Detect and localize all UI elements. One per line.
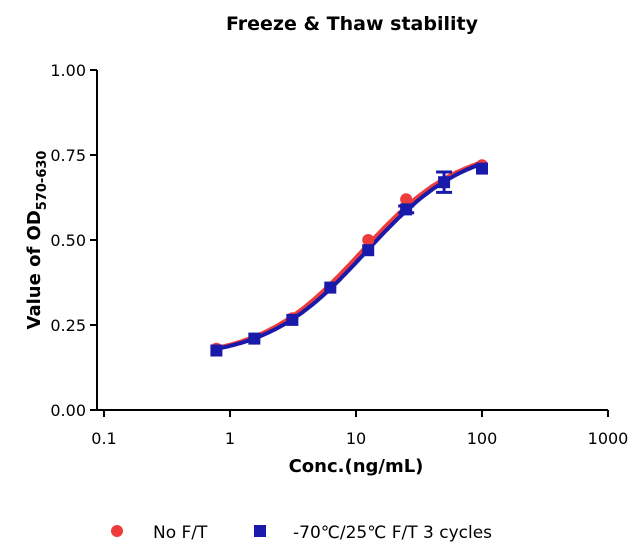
legend: No F/T -70℃/25℃ F/T 3 cycles (111, 523, 492, 543)
data-point-ft-3-cycles (248, 332, 261, 345)
y-tick-label: 1.00 (50, 61, 86, 80)
data-point-ft-3-cycles (324, 281, 337, 294)
data-point-ft-3-cycles (400, 203, 413, 216)
x-tick-label: 100 (467, 429, 498, 448)
y-tick-label: 0.75 (50, 146, 86, 165)
y-tick-label: 0.25 (50, 316, 86, 335)
data-point-no-ft (400, 193, 413, 206)
data-point-ft-3-cycles (286, 313, 299, 326)
legend-label-ft-3-cycles: -70℃/25℃ F/T 3 cycles (293, 523, 492, 543)
x-tick-label: 10 (346, 429, 366, 448)
x-tick-label: 1 (225, 429, 235, 448)
y-axis-label-main: Value of OD (24, 210, 45, 329)
y-axis-label-sub: 570-630 (35, 151, 50, 211)
x-tick-label: 1000 (588, 429, 629, 448)
fit-curve-0 (216, 160, 482, 350)
legend-marker-no-ft (111, 525, 123, 537)
data-point-ft-3-cycles (210, 344, 223, 357)
x-tick-label: 0.1 (91, 429, 116, 448)
y-axis-label: Value of OD570-630 (24, 151, 50, 330)
data-point-ft-3-cycles (476, 162, 488, 175)
y-tick-label: 0.50 (50, 231, 86, 250)
data-point-ft-3-cycles (362, 244, 375, 257)
legend-marker-ft-3-cycles (254, 525, 266, 537)
fit-curve-1 (216, 162, 482, 351)
data-point-ft-3-cycles (438, 176, 451, 189)
data-point-no-ft (362, 234, 375, 246)
chart-title: Freeze & Thaw stability (226, 13, 479, 35)
y-tick-label: 0.00 (50, 401, 86, 420)
x-axis-label: Conc.(ng/mL) (289, 456, 424, 477)
svg-text:Value of OD570-630: Value of OD570-630 (24, 151, 50, 330)
legend-label-no-ft: No F/T (153, 523, 208, 543)
